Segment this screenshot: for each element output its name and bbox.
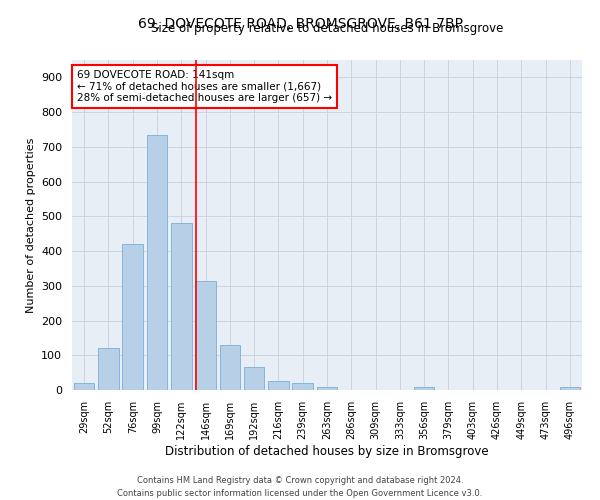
Bar (171, 224, 191, 390)
Y-axis label: Number of detached properties: Number of detached properties (26, 138, 35, 312)
Bar (146, 136, 167, 390)
Bar (268, 382, 289, 390)
Bar (195, 280, 216, 390)
Bar (244, 368, 265, 390)
Text: 69 DOVECOTE ROAD: 141sqm
← 71% of detached houses are smaller (1,667)
28% of sem: 69 DOVECOTE ROAD: 141sqm ← 71% of detach… (77, 70, 332, 103)
X-axis label: Distribution of detached houses by size in Bromsgrove: Distribution of detached houses by size … (165, 444, 489, 458)
Text: 69, DOVECOTE ROAD, BROMSGROVE, B61 7BP: 69, DOVECOTE ROAD, BROMSGROVE, B61 7BP (137, 18, 463, 32)
Text: Contains HM Land Registry data © Crown copyright and database right 2024.
Contai: Contains HM Land Registry data © Crown c… (118, 476, 482, 498)
Bar (560, 386, 580, 390)
Bar (122, 244, 143, 390)
Bar (220, 345, 240, 390)
Bar (414, 387, 434, 390)
Bar (98, 348, 119, 390)
Bar (317, 386, 337, 390)
Bar (74, 383, 94, 390)
Title: Size of property relative to detached houses in Bromsgrove: Size of property relative to detached ho… (151, 22, 503, 35)
Bar (292, 383, 313, 390)
